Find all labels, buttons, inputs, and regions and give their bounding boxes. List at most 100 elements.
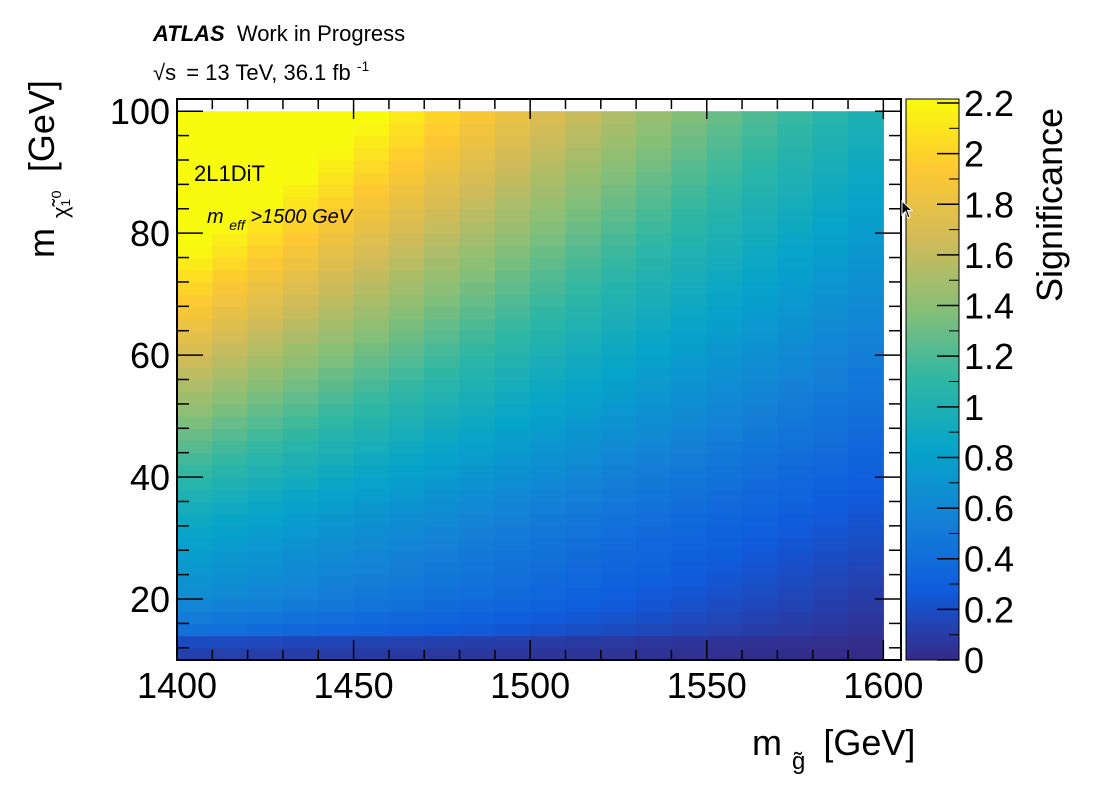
heatmap-cell — [671, 464, 708, 478]
heatmap-cell — [247, 233, 284, 246]
heatmap-cell — [636, 172, 673, 185]
x-tick-label: 1450 — [314, 665, 394, 706]
heatmap-cell — [388, 647, 425, 661]
heatmap-cell — [812, 391, 849, 405]
heatmap-cell — [459, 574, 496, 588]
heatmap-cell — [353, 172, 390, 185]
heatmap-cell — [177, 477, 213, 490]
heatmap-cell — [530, 501, 567, 515]
heatmap-cell — [318, 269, 355, 283]
heatmap-cell — [212, 550, 249, 564]
heatmap-cell — [459, 196, 496, 210]
heatmap-cell — [353, 123, 390, 137]
heatmap-cell — [706, 147, 743, 161]
y-tick-label: 20 — [130, 579, 170, 620]
heatmap-cell — [247, 306, 284, 320]
heatmap-cell — [318, 464, 355, 478]
heatmap-cell — [247, 623, 284, 637]
heatmap-cell — [282, 611, 319, 625]
heatmap-cell — [459, 294, 496, 307]
heatmap-cell — [706, 586, 743, 600]
heatmap-cell — [706, 220, 743, 234]
heatmap-cell — [600, 574, 637, 588]
heatmap-cell — [777, 562, 814, 576]
heatmap-cell — [177, 184, 213, 198]
heatmap-cell — [318, 111, 355, 124]
heatmap-cell — [636, 538, 673, 551]
heatmap-cell — [177, 147, 213, 161]
heatmap-cell — [742, 208, 778, 222]
heatmap-cell — [388, 269, 425, 283]
heatmap-cell — [530, 318, 567, 332]
heatmap-cell — [388, 538, 425, 551]
heatmap-cell — [565, 172, 602, 185]
heatmap-cell — [600, 306, 637, 320]
heatmap-cell — [494, 501, 531, 515]
heatmap-cell — [636, 562, 673, 576]
heatmap-cell — [494, 513, 531, 527]
heatmap-cell — [318, 123, 355, 137]
heatmap-cell — [247, 147, 284, 161]
heatmap-cell — [530, 440, 567, 454]
heatmap-cell — [459, 355, 496, 368]
heatmap-cell — [459, 123, 496, 137]
heatmap-cell — [424, 501, 461, 515]
heatmap-cell — [706, 111, 743, 124]
heatmap-cell — [494, 379, 531, 393]
heatmap-cell — [671, 196, 708, 210]
heatmap-cell — [424, 513, 461, 527]
heatmap-cell — [565, 208, 602, 222]
heatmap-cell — [848, 111, 884, 124]
heatmap-cell — [742, 294, 778, 307]
heatmap-cell — [212, 208, 249, 222]
heatmap-cell — [812, 574, 849, 588]
colorbar-title: Significance — [1029, 108, 1070, 302]
heatmap-cell — [353, 220, 390, 234]
heatmap-cell — [388, 477, 425, 490]
heatmap-cell — [388, 391, 425, 405]
heatmap-cell — [671, 159, 708, 173]
heatmap-cell — [565, 269, 602, 283]
heatmap-cell — [494, 294, 531, 307]
status-label: Work in Progress — [237, 21, 405, 46]
colorbar-tick-label: 1.2 — [964, 336, 1014, 377]
heatmap-cell — [282, 245, 319, 259]
heatmap-cell — [459, 562, 496, 576]
heatmap-cell — [636, 147, 673, 161]
heatmap-cell — [353, 550, 390, 564]
heatmap-cell — [353, 599, 390, 612]
heatmap-cell — [424, 111, 461, 124]
heatmap-cell — [636, 452, 673, 466]
heatmap-cell — [353, 159, 390, 173]
y-tick-label: 60 — [130, 335, 170, 376]
heatmap-cell — [212, 391, 249, 405]
heatmap-cell — [848, 538, 884, 551]
heatmap-cell — [212, 330, 249, 344]
heatmap-cell — [282, 184, 319, 198]
heatmap-cell — [636, 355, 673, 368]
heatmap-cell — [636, 306, 673, 320]
heatmap-cell — [600, 440, 637, 454]
heatmap-cell — [600, 611, 637, 625]
colorbar-tick-label: 2 — [964, 134, 984, 175]
heatmap-cell — [671, 562, 708, 576]
heatmap-cell — [212, 574, 249, 588]
heatmap-cell — [247, 416, 284, 429]
heatmap-cell — [353, 586, 390, 600]
heatmap-cell — [706, 464, 743, 478]
heatmap-cell — [671, 635, 708, 649]
heatmap-cell — [459, 367, 496, 381]
heatmap-cell — [671, 318, 708, 332]
heatmap-cell — [636, 574, 673, 588]
heatmap-cell — [636, 513, 673, 527]
heatmap-cell — [742, 428, 778, 442]
heatmap-cell — [318, 489, 355, 503]
heatmap-cell — [177, 599, 213, 612]
heatmap-cell — [177, 196, 213, 210]
heatmap-cell — [812, 489, 849, 503]
heatmap-cell — [494, 367, 531, 381]
heatmap-cell — [530, 294, 567, 307]
heatmap-cell — [706, 257, 743, 271]
heatmap-cell — [282, 123, 319, 137]
heatmap-cell — [247, 477, 284, 490]
